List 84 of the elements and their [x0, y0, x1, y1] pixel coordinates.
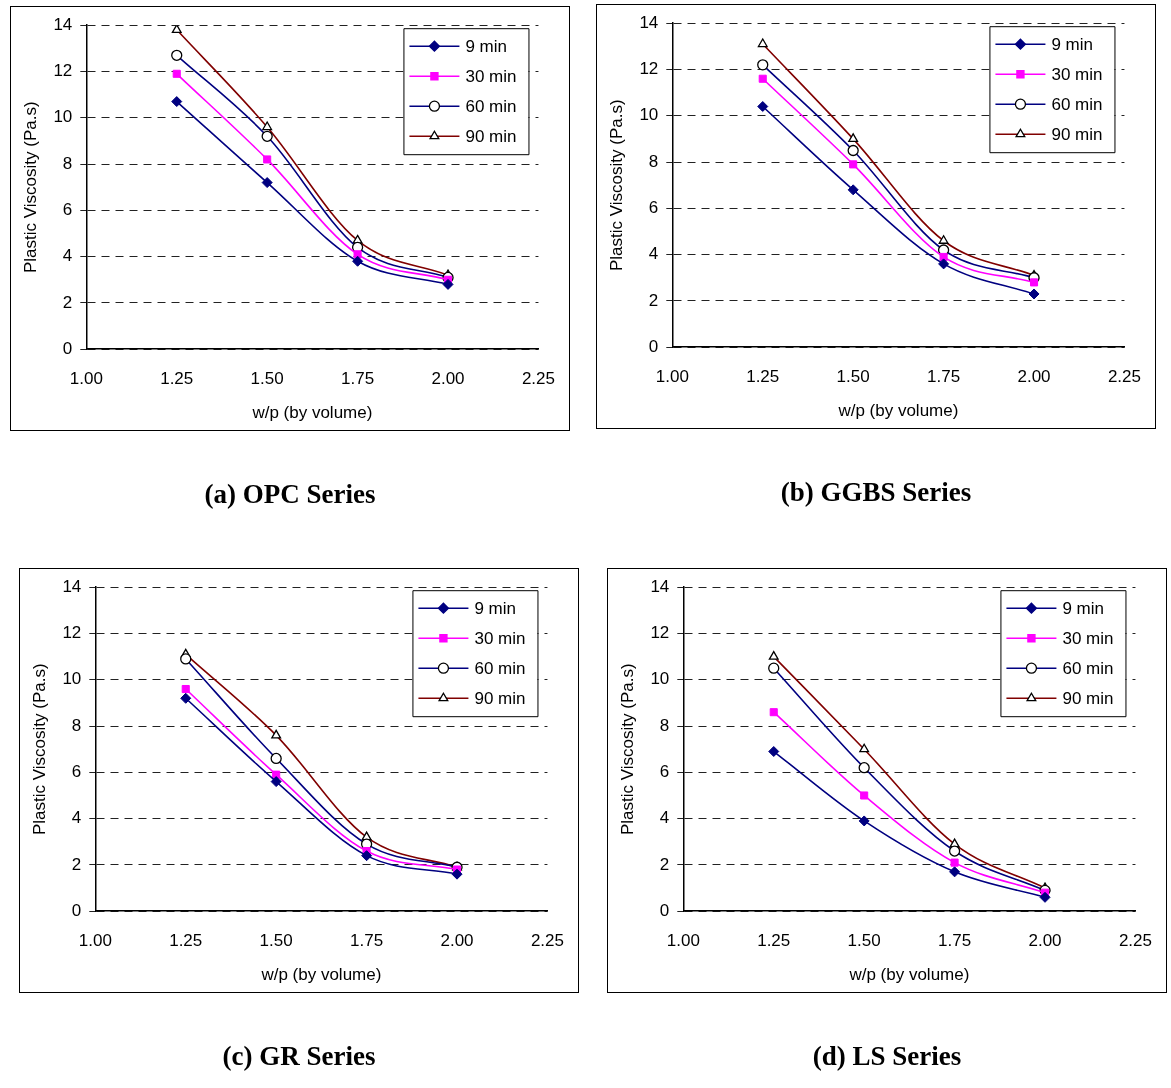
- x-tick-label: 1.75: [341, 369, 375, 389]
- text: (d) LS Series: [811, 1041, 963, 1072]
- x-tick-label: 2.00: [1017, 367, 1051, 387]
- legend-label: 30 min: [465, 66, 517, 86]
- x-axis-title: w/p (by volume): [837, 401, 959, 421]
- x-tick-label: 1.75: [350, 931, 384, 951]
- x-tick-label: 2.25: [1107, 367, 1141, 387]
- x-tick-label: 1.50: [259, 931, 293, 951]
- x-tick-label: 2.00: [440, 931, 474, 951]
- y-tick-label: 10: [53, 107, 73, 127]
- x-tick-label: 2.00: [431, 369, 465, 389]
- legend-label: 9 min: [474, 598, 517, 618]
- legend-label: 30 min: [474, 628, 526, 648]
- x-tick-label: 1.00: [666, 931, 700, 951]
- y-tick-label: 14: [53, 14, 73, 34]
- y-tick-label: 4: [62, 246, 73, 266]
- y-axis-title: Plastic Viscosity (Pa.s): [606, 99, 626, 272]
- legend-label: 60 min: [474, 658, 526, 678]
- legend-label: 90 min: [465, 126, 517, 146]
- x-tick-label: 1.25: [169, 931, 203, 951]
- y-axis-title: Plastic Viscosity (Pa.s): [20, 101, 40, 274]
- legend-label: 9 min: [1062, 598, 1105, 618]
- y-tick-label: 6: [71, 762, 82, 782]
- y-tick-label: 2: [648, 290, 659, 310]
- legend-label: 90 min: [1051, 124, 1103, 144]
- y-tick-label: 4: [71, 808, 82, 828]
- y-tick-label: 14: [650, 576, 670, 596]
- x-axis-title: w/p (by volume): [260, 965, 382, 985]
- x-axis-title: w/p (by volume): [251, 403, 373, 423]
- legend-label: 60 min: [465, 96, 517, 116]
- x-tick-label: 2.00: [1028, 931, 1062, 951]
- x-tick-label: 1.00: [78, 931, 112, 951]
- x-tick-label: 1.75: [938, 931, 972, 951]
- y-tick-label: 6: [62, 200, 73, 220]
- x-tick-label: 1.50: [836, 367, 870, 387]
- y-axis-title: Plastic Viscosity (Pa.s): [617, 663, 637, 836]
- x-tick-label: 1.00: [69, 369, 103, 389]
- y-tick-label: 0: [659, 900, 670, 920]
- y-tick-label: 2: [71, 854, 82, 874]
- y-tick-label: 4: [648, 244, 659, 264]
- legend-label: 30 min: [1051, 64, 1103, 84]
- y-axis-title: Plastic Viscosity (Pa.s): [29, 663, 49, 836]
- text: (b) GGBS Series: [779, 477, 973, 508]
- y-tick-label: 0: [71, 900, 82, 920]
- y-tick-label: 8: [71, 715, 82, 735]
- y-tick-label: 12: [62, 623, 82, 643]
- x-tick-label: 2.25: [530, 931, 564, 951]
- y-tick-label: 12: [650, 623, 670, 643]
- legend-label: 9 min: [465, 36, 508, 56]
- x-axis-title: w/p (by volume): [848, 965, 970, 985]
- x-tick-label: 1.25: [746, 367, 780, 387]
- y-tick-label: 12: [53, 61, 73, 81]
- y-tick-label: 2: [62, 292, 73, 312]
- x-tick-label: 2.25: [521, 369, 555, 389]
- y-tick-label: 0: [648, 336, 659, 356]
- y-tick-label: 2: [659, 854, 670, 874]
- y-tick-label: 8: [659, 715, 670, 735]
- y-tick-label: 6: [659, 762, 670, 782]
- x-tick-label: 1.75: [927, 367, 961, 387]
- text: (c) GR Series: [221, 1041, 377, 1072]
- legend-label: 90 min: [1062, 688, 1114, 708]
- legend-label: 60 min: [1051, 94, 1103, 114]
- x-tick-label: 1.25: [160, 369, 194, 389]
- x-tick-label: 1.50: [250, 369, 284, 389]
- y-tick-label: 10: [62, 669, 82, 689]
- y-tick-label: 0: [62, 338, 73, 358]
- legend-label: 30 min: [1062, 628, 1114, 648]
- x-tick-label: 1.50: [847, 931, 881, 951]
- x-tick-label: 1.25: [757, 931, 791, 951]
- y-tick-label: 8: [648, 151, 659, 171]
- y-tick-label: 10: [650, 669, 670, 689]
- y-tick-label: 14: [62, 576, 82, 596]
- y-tick-label: 12: [639, 59, 659, 79]
- legend-label: 60 min: [1062, 658, 1114, 678]
- y-tick-label: 8: [62, 153, 73, 173]
- y-tick-label: 6: [648, 198, 659, 218]
- y-tick-label: 14: [639, 12, 659, 32]
- text: (a) OPC Series: [203, 479, 377, 510]
- x-tick-label: 1.00: [655, 367, 689, 387]
- x-tick-label: 2.25: [1118, 931, 1152, 951]
- y-tick-label: 4: [659, 808, 670, 828]
- y-tick-label: 10: [639, 105, 659, 125]
- legend-label: 90 min: [474, 688, 526, 708]
- legend-label: 9 min: [1051, 34, 1094, 54]
